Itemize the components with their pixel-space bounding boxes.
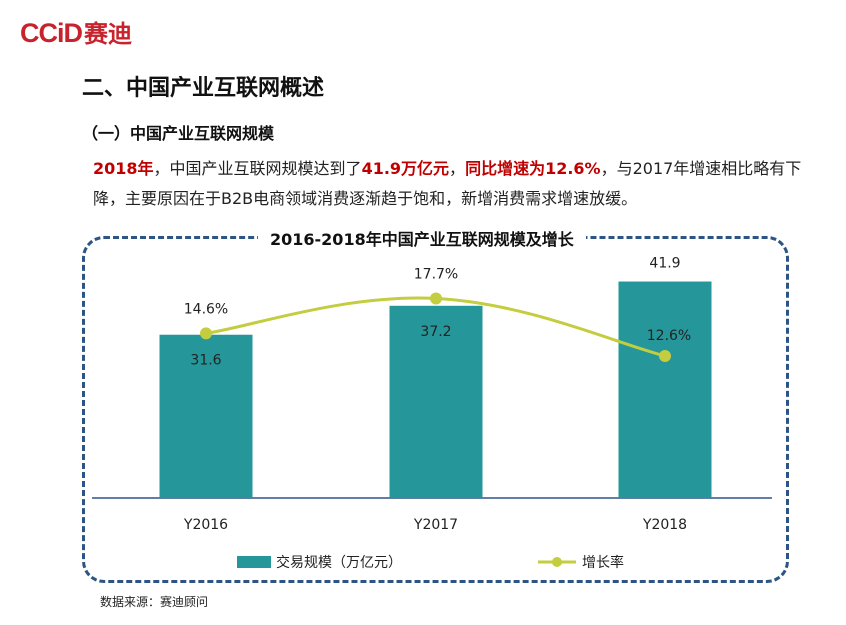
logo: CCiD赛迪 xyxy=(20,14,132,49)
legend: 交易规模（万亿元） 增长率 xyxy=(237,554,624,571)
data-source: 数据来源：赛迪顾问 xyxy=(100,595,209,609)
logo-en: CCiD xyxy=(20,18,83,48)
bar-label-y2017: 37.2 xyxy=(420,324,451,340)
bar-label-y2016: 31.6 xyxy=(190,353,221,369)
para-year: 2018年 xyxy=(93,159,154,178)
growth-point-y2017 xyxy=(430,292,442,305)
para-text-3: ，与2017年增速相比略有下降，主要原因在于B2B电商领域消费逐渐趋于饱和，新增… xyxy=(93,159,802,208)
sub-title: （一）中国产业互联网规模 xyxy=(82,124,275,143)
bar-label-y2018: 41.9 xyxy=(649,256,680,272)
chart-title: 2016-2018年中国产业互联网规模及增长 xyxy=(258,226,586,250)
legend-line-marker xyxy=(552,557,562,567)
legend-bar-swatch xyxy=(237,556,271,568)
x-tick-y2017: Y2017 xyxy=(413,517,458,533)
legend-line-label: 增长率 xyxy=(582,554,624,571)
growth-label-y2018: 12.6% xyxy=(647,328,691,344)
x-tick-y2018: Y2018 xyxy=(642,517,687,533)
growth-point-y2018 xyxy=(659,349,671,362)
growth-label-y2016: 14.6% xyxy=(184,301,228,317)
growth-point-y2016 xyxy=(200,327,212,340)
logo-cn: 赛迪 xyxy=(84,21,132,48)
summary-paragraph: 2018年，中国产业互联网规模达到了41.9万亿元，同比增速为12.6%，与20… xyxy=(93,154,813,214)
bars-group xyxy=(159,281,712,498)
para-growth: 同比增速为12.6% xyxy=(465,159,601,178)
section-title: 二、中国产业互联网概述 xyxy=(82,76,325,101)
para-text-1: ，中国产业互联网规模达到了 xyxy=(153,159,362,178)
bar-y2017 xyxy=(389,305,483,498)
growth-label-y2017: 17.7% xyxy=(414,266,458,282)
para-scale: 41.9万亿元 xyxy=(361,159,450,178)
bar-y2018 xyxy=(618,281,712,498)
bar-y2016 xyxy=(159,334,253,498)
para-text-2: ， xyxy=(449,159,466,178)
marks-group: 31.6 Y2016 37.2 Y2017 41.9 Y2018 14.6% 17.7% 12.… xyxy=(183,256,691,533)
x-tick-y2016: Y2016 xyxy=(183,517,228,533)
legend-bar-label: 交易规模（万亿元） xyxy=(276,554,402,571)
